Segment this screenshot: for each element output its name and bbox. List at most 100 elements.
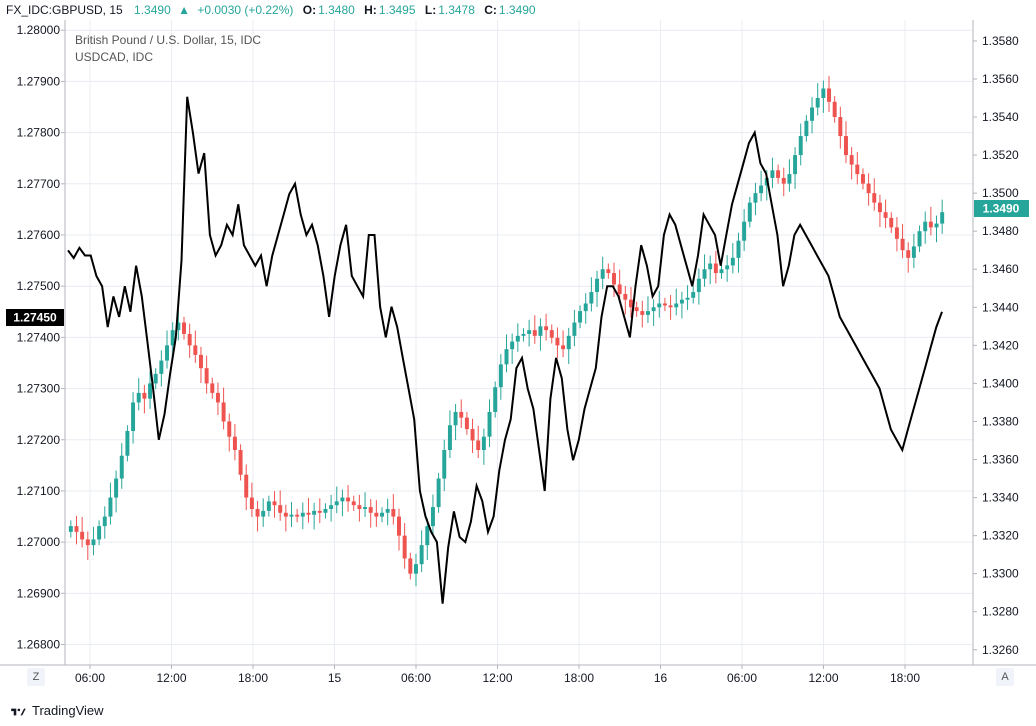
gbpusd-candles [68,75,945,587]
candle [340,489,345,517]
candle [413,553,418,587]
candle-body [510,341,515,350]
candle [668,295,673,320]
price-change: +0.0030 (+0.22%) [197,3,294,17]
candle-body [176,322,181,331]
candle-body [266,501,271,511]
candle [940,199,945,234]
candle [595,270,600,307]
time-scale[interactable]: 06:00 12:00 18:00 15 06:00 12:00 18:00 16 06:00 1… [75,665,920,685]
candle-body [165,345,169,361]
legend-main-series[interactable]: British Pound / U.S. Dollar, 15, IDC [75,33,262,47]
candle [114,470,119,513]
candle [747,196,752,228]
candle-body [640,311,645,315]
candle-body [204,368,209,384]
time-tick-label: 16 [654,671,668,685]
candle [306,497,311,523]
candle-body [719,269,724,274]
left-price-scale[interactable]: 1.28000 1.27900 1.27800 1.27700 1.27600 1.275… [17,23,65,652]
candle-body [685,297,690,300]
left-current-label: 1.27450 [13,311,57,325]
left-tick-label: 1.27300 [17,382,61,396]
low-value: 1.3478 [438,3,475,17]
candle [928,206,933,236]
price-chart[interactable]: 1.28000 1.27900 1.27800 1.27700 1.27600 1.275… [0,0,1036,698]
left-current-badge: 1.27450 [6,309,64,326]
candle-body [357,505,362,509]
tradingview-logo[interactable]: TradingView [8,703,104,718]
candle [883,199,888,229]
candle-body [453,411,458,426]
candle-body [504,349,509,365]
right-tick-label: 1.3280 [982,605,1019,619]
candle [102,506,107,539]
candle-body [408,558,413,574]
candle-body [561,345,566,350]
candle-body [634,307,639,312]
candle [238,444,243,481]
candle [696,268,701,305]
candle [923,211,928,244]
candle [849,147,854,180]
right-price-scale[interactable]: 1.3580 1.3560 1.3540 1.3520 1.3500 1.3480 1.34… [973,34,1019,657]
symbol-label[interactable]: FX_IDC:GBPUSD, 15 [6,3,123,17]
candle [227,413,232,452]
right-tick-label: 1.3540 [982,110,1019,124]
candle-body [232,436,237,450]
candle [578,305,583,329]
left-tick-label: 1.27000 [17,535,61,549]
scale-z-button[interactable]: Z [27,668,45,686]
candle [759,170,764,202]
time-tick-label: 06:00 [401,671,431,685]
candle-body [838,117,843,137]
right-tick-label: 1.3300 [982,567,1019,581]
candle-body [770,170,775,178]
candle-body [872,193,877,203]
candle [753,182,758,216]
left-tick-label: 1.27200 [17,433,61,447]
candle-body [227,421,232,437]
candle [97,520,102,546]
plot-area[interactable] [65,20,973,665]
candle [549,324,554,344]
candle [493,381,498,418]
candle-body [821,88,826,99]
footer-bar: TradingView [0,698,1036,726]
candle [713,250,718,284]
candle [261,498,266,527]
candle-body [674,303,679,308]
candle [844,121,848,164]
close-label: C: [484,3,497,17]
candle-body [668,305,673,308]
candle-body [351,501,356,506]
candle [906,242,911,273]
legend-compare-series[interactable]: USDCAD, IDC [75,50,154,64]
candle-body [363,507,368,509]
candle [838,106,843,149]
candle [425,518,430,560]
candle [198,346,203,384]
candle-body [142,392,147,399]
candle-body [827,88,831,102]
candle [119,443,124,489]
candle [136,378,141,411]
left-tick-label: 1.27900 [17,74,61,88]
candle-body [866,183,871,194]
candle [334,486,339,514]
candle [810,97,815,134]
candle [272,491,277,518]
candle-body [730,257,735,266]
candle [346,485,351,512]
candle-body [430,507,435,527]
scale-auto-button[interactable]: A [996,668,1014,686]
right-tick-label: 1.3360 [982,453,1019,467]
candle-body [295,514,300,517]
candle [148,370,153,409]
candle-body [708,263,713,270]
candle-body [781,177,786,184]
candle-body [170,330,175,346]
candle [249,482,254,517]
candle-body [696,278,701,293]
candle [510,333,515,364]
